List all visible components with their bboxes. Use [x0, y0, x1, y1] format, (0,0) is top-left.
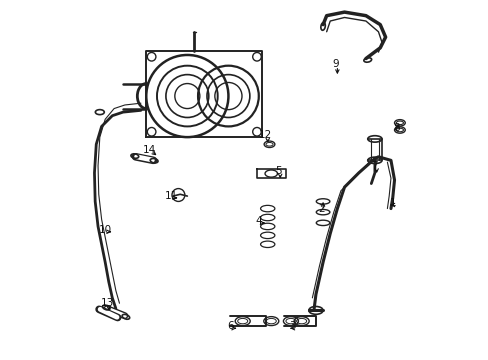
Text: 3: 3	[289, 321, 295, 332]
Text: 8: 8	[392, 123, 399, 133]
Text: 11: 11	[164, 191, 178, 201]
Text: 12: 12	[259, 130, 272, 140]
Text: 7: 7	[371, 161, 377, 171]
Text: 2: 2	[317, 203, 324, 213]
Text: 10: 10	[99, 225, 112, 235]
Text: 4: 4	[255, 216, 262, 226]
Text: 14: 14	[143, 145, 156, 155]
Text: 1: 1	[388, 198, 395, 208]
Text: 9: 9	[332, 59, 338, 69]
Text: 5: 5	[275, 166, 281, 176]
Text: 6: 6	[226, 321, 233, 332]
Text: 13: 13	[100, 298, 113, 308]
